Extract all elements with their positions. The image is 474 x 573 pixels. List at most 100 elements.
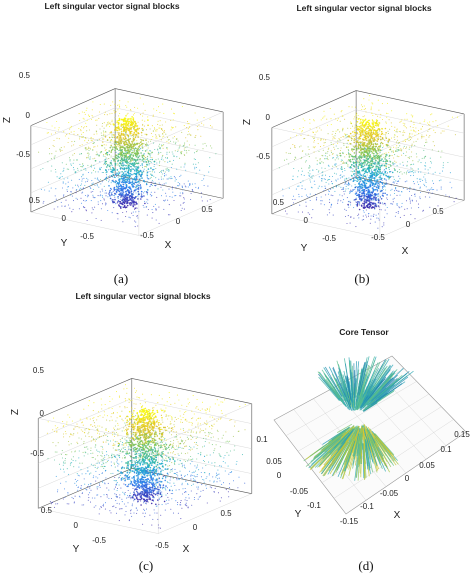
scatter-point <box>347 182 350 185</box>
scatter-point <box>103 133 105 135</box>
scatter-point <box>225 415 227 417</box>
scatter-point <box>134 125 136 127</box>
scatter-point <box>183 183 185 185</box>
scatter-point <box>356 124 358 127</box>
scatter-point <box>377 150 380 152</box>
scatter-point <box>366 171 369 174</box>
scatter-point <box>372 215 374 217</box>
scatter-point <box>371 166 373 168</box>
scatter-point <box>387 112 389 115</box>
scatter-point <box>442 167 444 169</box>
scatter-point <box>127 139 129 141</box>
scatter-point <box>339 149 342 152</box>
scatter-point <box>135 185 137 187</box>
scatter-point <box>152 168 154 171</box>
scatter-point <box>159 160 161 162</box>
scatter-point <box>163 135 165 137</box>
scatter-point <box>137 152 139 155</box>
scatter-point <box>102 190 104 192</box>
scatter-point <box>179 175 181 178</box>
scatter-point <box>103 185 105 187</box>
scatter-point <box>70 131 72 133</box>
scatter-point <box>332 186 335 188</box>
scatter-point <box>142 150 144 152</box>
scatter-point <box>49 153 51 155</box>
scatter-point <box>440 156 442 158</box>
scatter-point <box>304 188 306 190</box>
scatter-point <box>91 109 93 111</box>
scatter-point <box>106 439 108 441</box>
scatter-point <box>346 183 348 185</box>
scatter-point <box>114 117 116 119</box>
scatter-point <box>417 161 419 163</box>
scatter-point <box>342 152 344 154</box>
scatter-point <box>402 134 404 136</box>
scatter-point <box>380 209 382 211</box>
scatter-point <box>393 197 395 199</box>
scatter-point <box>104 414 106 416</box>
scatter-point <box>136 215 138 217</box>
scatter-point <box>132 117 135 119</box>
scatter-point <box>360 132 362 134</box>
scatter-point <box>378 158 380 160</box>
scatter-point <box>346 142 348 144</box>
scatter-point <box>347 165 349 167</box>
scatter-point <box>370 215 372 217</box>
scatter-point <box>111 121 113 123</box>
scatter-point <box>354 116 356 118</box>
scatter-point <box>403 172 405 174</box>
scatter-point <box>127 502 129 504</box>
scatter-point <box>448 195 450 197</box>
scatter-point <box>118 150 120 152</box>
scatter-point <box>123 201 126 204</box>
scatter-point <box>369 135 372 137</box>
scatter-point <box>399 207 401 209</box>
scatter-point <box>134 152 136 155</box>
scatter-point <box>405 200 408 202</box>
scatter-point <box>168 151 170 153</box>
axis-edge <box>38 468 132 509</box>
scatter-point <box>118 175 120 177</box>
scatter-point <box>361 106 364 108</box>
scatter-point <box>196 398 198 401</box>
scatter-point <box>157 106 160 108</box>
scatter-point <box>362 133 364 136</box>
scatter-point <box>69 160 71 162</box>
scatter-point <box>357 161 359 163</box>
scatter-point <box>126 129 128 131</box>
scatter-point <box>108 150 110 152</box>
scatter-point <box>158 162 161 164</box>
scatter-point <box>80 197 82 199</box>
scatter-point <box>126 406 128 408</box>
scatter-point <box>373 187 375 189</box>
scatter-point <box>348 156 351 158</box>
panel-a-z-tick--0.5: -0.5 <box>16 150 30 159</box>
scatter-point <box>412 160 414 162</box>
scatter-point <box>369 125 372 128</box>
scatter-point <box>359 118 362 121</box>
scatter-point <box>105 174 108 176</box>
scatter-point <box>402 164 404 166</box>
scatter-point <box>334 132 337 135</box>
scatter-point <box>372 155 374 157</box>
scatter-point <box>164 161 166 163</box>
scatter-point <box>367 186 370 189</box>
scatter-point <box>74 184 77 186</box>
scatter-point <box>140 152 142 154</box>
scatter-point <box>149 154 151 156</box>
scatter-point <box>159 480 161 483</box>
scatter-point <box>427 172 429 174</box>
scatter-point <box>350 121 352 123</box>
scatter-point <box>315 199 317 201</box>
scatter-point <box>330 143 332 146</box>
scatter-point <box>147 147 149 149</box>
scatter-point <box>415 131 417 133</box>
scatter-point <box>388 146 390 148</box>
scatter-point <box>385 183 387 185</box>
scatter-point <box>122 181 124 183</box>
scatter-point <box>431 149 433 151</box>
scatter-point <box>112 179 114 181</box>
scatter-point <box>360 190 362 192</box>
scatter-point <box>365 182 368 185</box>
scatter-point <box>368 194 370 196</box>
